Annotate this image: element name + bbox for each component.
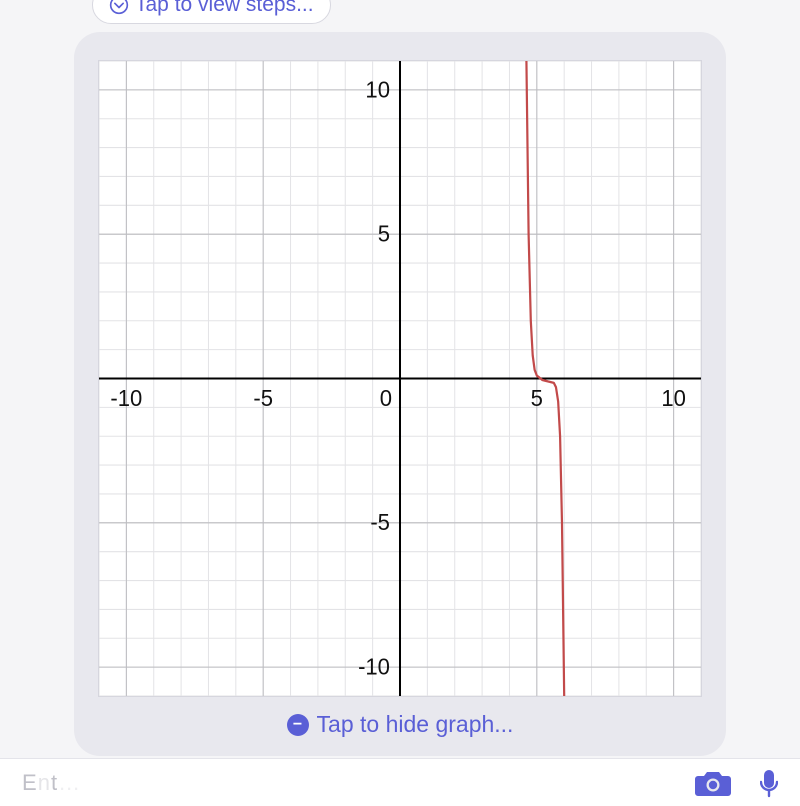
graph-area[interactable]: -10 -5 0 5 10 10 5 -5 -10 <box>98 60 702 697</box>
view-steps-label: Tap to view steps... <box>135 0 314 17</box>
svg-text:5: 5 <box>378 220 390 247</box>
mic-icon[interactable] <box>760 768 778 798</box>
svg-text:-5: -5 <box>370 509 390 536</box>
input-bar: Ent… <box>0 758 800 806</box>
problem-input[interactable]: Ent… <box>22 770 694 796</box>
svg-text:-5: -5 <box>253 384 273 411</box>
svg-text:5: 5 <box>531 384 543 411</box>
minus-icon: − <box>287 714 309 736</box>
camera-icon[interactable] <box>694 768 732 798</box>
graph-svg: -10 -5 0 5 10 10 5 -5 -10 <box>99 61 701 696</box>
hide-graph-button[interactable]: − Tap to hide graph... <box>98 697 702 738</box>
svg-text:10: 10 <box>661 384 686 411</box>
hide-graph-label: Tap to hide graph... <box>317 711 514 738</box>
svg-text:-10: -10 <box>358 653 390 680</box>
graph-card: -10 -5 0 5 10 10 5 -5 -10 − Tap to hide graph... <box>74 32 726 756</box>
view-steps-button[interactable]: Tap to view steps... <box>92 0 331 24</box>
svg-text:10: 10 <box>365 76 390 103</box>
svg-text:-10: -10 <box>110 384 142 411</box>
svg-text:0: 0 <box>380 384 392 411</box>
chevron-down-circle-icon <box>109 0 129 15</box>
